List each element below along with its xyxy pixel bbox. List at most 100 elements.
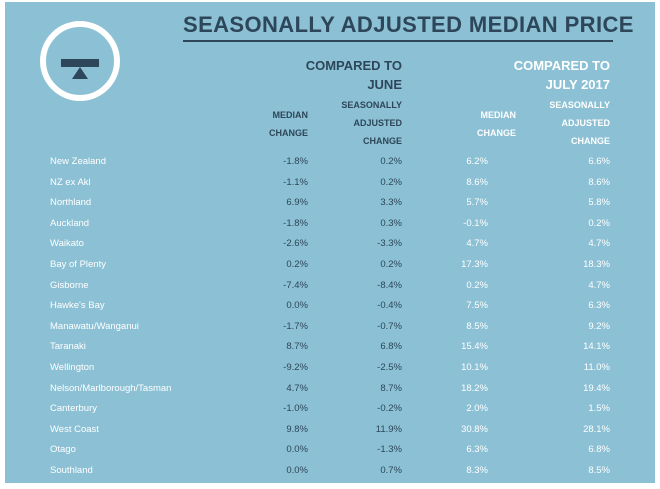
- june-median-change: -1.8%: [283, 156, 308, 167]
- july-median-change: 8.6%: [466, 176, 488, 188]
- table-row: Nelson/Marlborough/Tasman 4.7% 8.7% 18.2…: [0, 379, 660, 400]
- july-seasonally-adjusted-change: 19.4%: [583, 382, 610, 394]
- july-seasonally-adjusted-change: 0.2%: [588, 217, 610, 229]
- june-median-change: 6.9%: [286, 197, 308, 209]
- june-seasonally-adjusted-change: -3.3%: [377, 238, 402, 250]
- june-median-change: 4.7%: [286, 382, 308, 394]
- july-median-change: 17.3%: [461, 258, 488, 270]
- region-name: Otago: [50, 444, 76, 456]
- july-seasonally-adjusted-change: 4.7%: [588, 238, 610, 250]
- table-row: New Zealand -1.8% 0.2% 6.2% 6.6%: [0, 152, 660, 173]
- june-median-change: 8.7%: [286, 341, 308, 353]
- july-seasonally-adjusted-change: 8.6%: [588, 176, 610, 188]
- june-median-change: 0.0%: [286, 444, 308, 456]
- july-median-change: 18.2%: [461, 382, 488, 394]
- july-median-change: 8.5%: [466, 320, 488, 332]
- region-name: Southland: [50, 464, 93, 476]
- table-row: Southland 0.0% 0.7% 8.3% 8.5%: [0, 461, 660, 482]
- table-row: Auckland -1.8% 0.3% -0.1% 0.2%: [0, 214, 660, 235]
- june-seasonally-adjusted-change: 0.2%: [380, 156, 402, 167]
- july-seasonally-adjusted-change: 6.3%: [588, 300, 610, 312]
- july-seasonally-adjusted-change: 14.1%: [583, 341, 610, 353]
- july-median-change: 30.8%: [461, 423, 488, 435]
- july-seasonally-adjusted-change: 1.5%: [588, 403, 610, 415]
- july-seasonally-adjusted-change: 6.6%: [588, 156, 610, 167]
- july-seasonally-adjusted-change: 4.7%: [588, 279, 610, 291]
- region-name: Waikato: [50, 238, 84, 250]
- june-median-change: -9.2%: [283, 361, 308, 373]
- region-name: Taranaki: [50, 341, 86, 353]
- june-median-change: -1.0%: [283, 403, 308, 415]
- table-row: Canterbury -1.0% -0.2% 2.0% 1.5%: [0, 399, 660, 420]
- region-name: Hawke's Bay: [50, 300, 105, 312]
- table-row: Gisborne -7.4% -8.4% 0.2% 4.7%: [0, 276, 660, 297]
- june-median-change: 9.8%: [286, 423, 308, 435]
- title-underline: [183, 40, 613, 42]
- june-seasonally-adjusted-change: -0.2%: [377, 403, 402, 415]
- table-row: Wellington -9.2% -2.5% 10.1% 11.0%: [0, 358, 660, 379]
- july-seasonally-adjusted-change: 18.3%: [583, 258, 610, 270]
- june-median-change: -7.4%: [283, 279, 308, 291]
- july-seasonally-adjusted-change: 28.1%: [583, 423, 610, 435]
- june-median-change: 0.0%: [286, 300, 308, 312]
- june-median-change: -2.6%: [283, 238, 308, 250]
- july-seasonally-adjusted-change: 11.0%: [583, 361, 610, 373]
- group-header-june: COMPARED TO JUNE: [305, 58, 402, 92]
- june-median-change: -1.1%: [283, 176, 308, 188]
- table-row: Waikato -2.6% -3.3% 4.7% 4.7%: [0, 234, 660, 255]
- july-median-change: 10.1%: [461, 361, 488, 373]
- subheader-july-median: MEDIAN CHANGE: [476, 110, 516, 138]
- june-seasonally-adjusted-change: 8.7%: [380, 382, 402, 394]
- region-name: Canterbury: [50, 403, 97, 415]
- region-name: West Coast: [50, 423, 99, 435]
- scale-beam: [61, 59, 99, 67]
- table-row: Northland 6.9% 3.3% 5.7% 5.8%: [0, 193, 660, 214]
- june-median-change: -1.8%: [283, 217, 308, 229]
- june-seasonally-adjusted-change: 11.9%: [375, 423, 402, 435]
- june-seasonally-adjusted-change: 0.3%: [380, 217, 402, 229]
- region-name: NZ ex Akl: [50, 176, 91, 188]
- june-median-change: -1.7%: [283, 320, 308, 332]
- july-median-change: 2.0%: [466, 403, 488, 415]
- july-median-change: 15.4%: [461, 341, 488, 353]
- table-row: Manawatu/Wanganui -1.7% -0.7% 8.5% 9.2%: [0, 317, 660, 338]
- july-median-change: 5.7%: [466, 197, 488, 209]
- june-median-change: 0.2%: [286, 258, 308, 270]
- region-name: Manawatu/Wanganui: [50, 320, 139, 332]
- july-seasonally-adjusted-change: 8.5%: [588, 464, 610, 476]
- scale-fulcrum: [72, 67, 88, 79]
- july-median-change: 0.2%: [466, 279, 488, 291]
- june-seasonally-adjusted-change: 3.3%: [380, 197, 402, 209]
- table-row: Hawke's Bay 0.0% -0.4% 7.5% 6.3%: [0, 296, 660, 317]
- subheader-july-seasonally-adjusted: SEASONALLY ADJUSTED CHANGE: [549, 100, 610, 146]
- july-seasonally-adjusted-change: 6.8%: [588, 444, 610, 456]
- region-name: Bay of Plenty: [50, 258, 106, 270]
- page-title: SEASONALLY ADJUSTED MEDIAN PRICE: [183, 12, 634, 37]
- june-seasonally-adjusted-change: -0.4%: [377, 300, 402, 312]
- july-median-change: 6.3%: [466, 444, 488, 456]
- subheader-june-median: MEDIAN CHANGE: [268, 110, 308, 138]
- table-row: Taranaki 8.7% 6.8% 15.4% 14.1%: [0, 337, 660, 358]
- july-median-change: 6.2%: [466, 156, 488, 167]
- balance-scale-icon: [40, 21, 120, 101]
- june-seasonally-adjusted-change: 0.7%: [380, 464, 402, 476]
- july-seasonally-adjusted-change: 9.2%: [588, 320, 610, 332]
- june-seasonally-adjusted-change: 6.8%: [380, 341, 402, 353]
- table-row: Otago 0.0% -1.3% 6.3% 6.8%: [0, 440, 660, 461]
- table-row: Bay of Plenty 0.2% 0.2% 17.3% 18.3%: [0, 255, 660, 276]
- region-name: Nelson/Marlborough/Tasman: [50, 382, 172, 394]
- july-seasonally-adjusted-change: 5.8%: [588, 197, 610, 209]
- june-seasonally-adjusted-change: -1.3%: [377, 444, 402, 456]
- region-name: New Zealand: [50, 156, 106, 167]
- july-median-change: 7.5%: [466, 300, 488, 312]
- june-seasonally-adjusted-change: -8.4%: [377, 279, 402, 291]
- table-row: NZ ex Akl -1.1% 0.2% 8.6% 8.6%: [0, 173, 660, 194]
- june-seasonally-adjusted-change: -2.5%: [377, 361, 402, 373]
- july-median-change: 8.3%: [466, 464, 488, 476]
- july-median-change: 4.7%: [466, 238, 488, 250]
- region-name: Gisborne: [50, 279, 89, 291]
- july-median-change: -0.1%: [463, 217, 488, 229]
- table-row: West Coast 9.8% 11.9% 30.8% 28.1%: [0, 420, 660, 441]
- region-name: Auckland: [50, 217, 90, 229]
- june-seasonally-adjusted-change: 0.2%: [380, 258, 402, 270]
